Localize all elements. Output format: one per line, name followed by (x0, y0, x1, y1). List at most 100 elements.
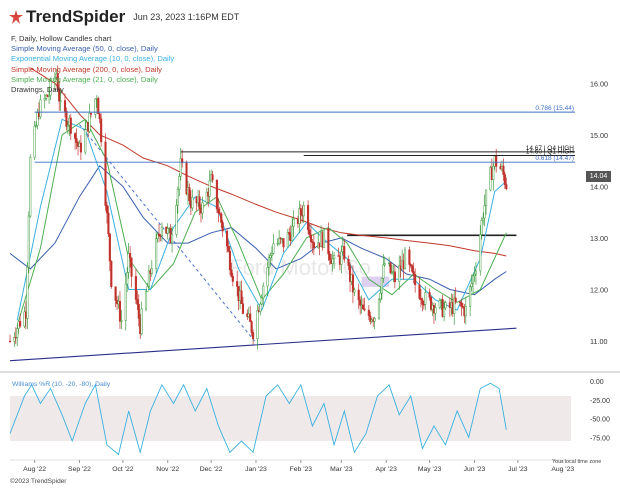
candle-body (328, 253, 331, 260)
candle-body (75, 138, 78, 143)
candle-body (428, 292, 431, 298)
candle-body (252, 332, 255, 339)
legend-entry[interactable]: Simple Moving Average (50, 0, close), Da… (11, 44, 158, 54)
candle-body (100, 118, 103, 143)
candle-body (288, 232, 291, 235)
candle-body (503, 174, 506, 185)
candle-body (127, 253, 130, 273)
candle-body (363, 308, 366, 311)
candle-body (231, 276, 234, 282)
candle-body (241, 303, 245, 314)
candle-body (198, 196, 201, 209)
candle-body (495, 155, 498, 167)
candle-body (412, 271, 415, 275)
legend-entry[interactable]: Simple Moving Average (21, 0, close), Da… (11, 74, 158, 84)
candle-body (262, 285, 265, 299)
candle-body (63, 100, 67, 112)
candle-body (98, 113, 101, 120)
candle-body (403, 249, 407, 270)
candle-body (114, 286, 117, 301)
candle-body (377, 298, 381, 319)
price-tick-label: 12.00 (590, 286, 608, 295)
candle-body (424, 292, 427, 305)
highlight-zone (361, 276, 390, 287)
candle-body (382, 264, 385, 279)
candle-body (343, 246, 346, 260)
time-tick-label: Aug '22 (23, 466, 46, 473)
price-tick-label: 16.00 (590, 79, 608, 88)
candle-body (89, 113, 93, 115)
candle-body (129, 253, 132, 259)
candle-body (270, 253, 273, 256)
candle-body (419, 298, 422, 301)
time-tick-label: Nov '22 (156, 466, 179, 473)
candle-body (453, 297, 456, 314)
candle-body (208, 180, 211, 197)
williams-tick-label: -50.00 (590, 417, 610, 424)
candle-body (337, 255, 340, 257)
level-label: 14.60 | Q1 HIGH (526, 148, 575, 155)
candle-body (458, 301, 462, 303)
candle-body (469, 286, 472, 307)
candle-body (359, 299, 362, 306)
candle-body (259, 303, 262, 312)
legend-entry[interactable]: Exponential Moving Average (10, 0, close… (11, 54, 175, 64)
trendspider-logo-icon (9, 10, 23, 24)
indicator-legend: F, Daily, Hollow Candles chart Simple Mov… (11, 34, 174, 95)
candle-body (479, 234, 482, 272)
candle-body (267, 257, 271, 268)
level-label: 0.786 (15.44) (535, 105, 574, 112)
time-tick-label: May '23 (418, 466, 442, 473)
candle-body (144, 291, 148, 310)
candle-body (225, 230, 229, 247)
candle-body (217, 208, 220, 214)
legend-entry[interactable]: F, Daily, Hollow Candles chart (11, 34, 112, 43)
time-tick-label: Jan '23 (245, 466, 267, 473)
price-tick-label: 14.00 (590, 182, 608, 191)
candle-body (276, 242, 279, 245)
candle-body (322, 228, 326, 248)
candle-body (26, 266, 29, 319)
candle-body (380, 278, 383, 294)
candle-body (327, 228, 330, 255)
candle-body (460, 302, 463, 307)
candle-body (434, 307, 437, 314)
time-tick-label: Apr '23 (376, 466, 398, 473)
candle-body (74, 133, 77, 139)
candle-body (389, 262, 392, 274)
candle-body (107, 212, 110, 235)
moving-average-line (30, 67, 507, 257)
candle-body (228, 250, 231, 271)
candle-body (43, 98, 46, 101)
candle-body (84, 129, 87, 153)
candle-body (383, 263, 386, 266)
candle-body (260, 297, 263, 305)
candle-body (58, 89, 61, 102)
candle-body (309, 234, 313, 242)
candle-body (393, 271, 396, 283)
candle-body (240, 290, 243, 304)
candle-body (250, 321, 253, 333)
price-tick-label: 15.00 (590, 131, 608, 140)
legend-entry[interactable]: Drawings, Daily (11, 85, 64, 95)
candle-body (331, 258, 334, 264)
candle-body (418, 284, 421, 299)
candle-body (33, 125, 36, 158)
candle-body (8, 340, 12, 343)
candle-body (473, 273, 476, 277)
candle-body (347, 259, 350, 266)
candle-body (348, 265, 352, 282)
candle-body (430, 297, 433, 310)
candle-body (110, 260, 113, 287)
candle-body (362, 304, 365, 310)
candle-body (373, 317, 376, 322)
time-tick-label: Dec '22 (200, 466, 223, 473)
candle-body (34, 125, 38, 127)
candle-body (299, 208, 302, 215)
candle-body (136, 299, 139, 305)
candle-body (191, 197, 194, 209)
candle-body (23, 311, 26, 327)
candle-body (414, 274, 417, 286)
legend-entry[interactable]: Simple Moving Average (200, 0, close), D… (11, 64, 162, 74)
